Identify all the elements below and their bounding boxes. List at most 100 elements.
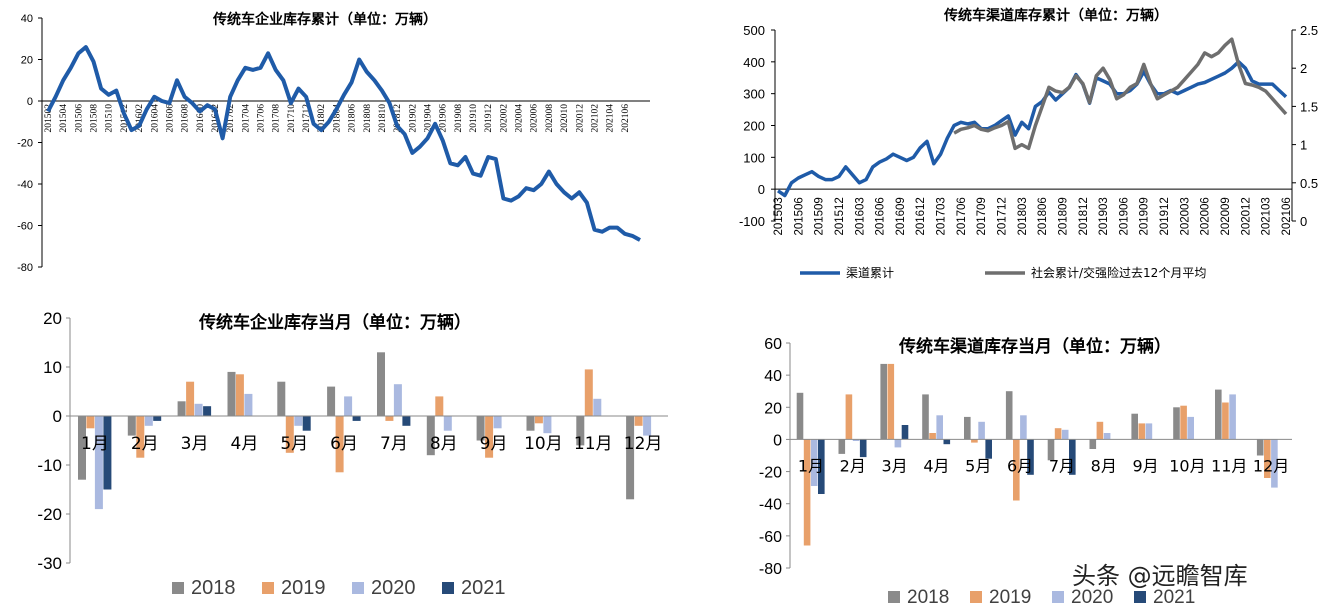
x-tick-label: 201606 xyxy=(875,197,887,235)
x-category-label: 9月 xyxy=(1132,456,1158,475)
y-tick-label: 500 xyxy=(743,23,765,38)
legend-label-2019: 2019 xyxy=(281,577,326,599)
bar-2018-6 xyxy=(1005,391,1013,440)
y-tick-label: 40 xyxy=(764,368,782,385)
bar-2018-9 xyxy=(476,416,485,441)
x-category-label: 10月 xyxy=(524,434,563,454)
bar-2018-5 xyxy=(277,381,286,416)
x-category-label: 2月 xyxy=(840,456,866,475)
x-tick-label: 201706 xyxy=(956,197,968,235)
bar-2021-4 xyxy=(943,439,951,445)
bar-2018-2 xyxy=(838,439,846,454)
x-tick-label: 201809 xyxy=(1057,197,1069,235)
bar-2021-6 xyxy=(1027,439,1034,475)
bar-2018-10 xyxy=(526,416,535,431)
x-category-label: 6月 xyxy=(1007,456,1033,475)
y-tick-label: 0 xyxy=(27,96,33,108)
x-tick-label: 201904 xyxy=(423,104,433,133)
legend-swatch-2018 xyxy=(888,591,900,603)
bar-2019-12 xyxy=(1264,439,1271,478)
x-category-label: 2月 xyxy=(131,434,159,454)
x-tick-label: 201504 xyxy=(59,104,69,133)
x-tick-label: 202009 xyxy=(1220,197,1232,235)
bar-2020-6 xyxy=(1020,415,1027,440)
bar-2020-8 xyxy=(443,416,452,431)
x-tick-label: 202012 xyxy=(575,104,585,133)
bar-2019-6 xyxy=(1013,439,1020,501)
bar-2021-7 xyxy=(402,416,411,426)
x-category-label: 8月 xyxy=(1091,456,1117,475)
x-category-label: 5月 xyxy=(965,456,991,475)
bar-2021-3 xyxy=(901,425,909,440)
bar-2019-5 xyxy=(971,439,978,443)
y-tick-label: -20 xyxy=(759,465,782,482)
y-tick-label: 100 xyxy=(743,150,765,165)
channel-monthly-chart: 传统车渠道库存当月（单位：万辆） 60 40 20 0 -20 -40 -60 -80 1月 2月… xyxy=(759,336,1292,608)
x-category-label: 8月 xyxy=(430,434,458,454)
x-tick-label: 202106 xyxy=(621,104,631,133)
y-tick-label: 400 xyxy=(743,55,765,70)
bar-2021-1 xyxy=(818,439,825,494)
bar-2019-1 xyxy=(86,416,95,429)
bar-2019-11 xyxy=(584,369,593,416)
y-tick-label: -20 xyxy=(37,505,62,524)
y-tick-label: 10 xyxy=(43,358,62,377)
x-tick-label: 201602 xyxy=(135,104,145,133)
bar-2019-1 xyxy=(803,439,811,546)
bar-2018-9 xyxy=(1131,413,1138,440)
channel-cumulative-chart: 传统车渠道库存累计（单位：万辆） 500 400 300 200 100 0 -100 2.5… xyxy=(739,7,1318,280)
y-tick-label: 0 xyxy=(53,407,62,426)
x-tick-label: 201804 xyxy=(332,104,342,133)
x-category-label: 11月 xyxy=(574,434,613,454)
x-tick-label: 201704 xyxy=(241,104,251,133)
x-tick-label: 201812 xyxy=(1078,197,1090,235)
y-tick-label: -80 xyxy=(759,561,782,578)
x-tick-label: 201806 xyxy=(348,104,358,133)
bar-2020-9 xyxy=(493,416,502,429)
bar-2018-12 xyxy=(626,416,635,500)
bar-2019-11 xyxy=(1222,402,1229,440)
y-tick-label: -40 xyxy=(17,179,33,191)
bar-2018-5 xyxy=(964,416,971,440)
x-category-label: 7月 xyxy=(1049,456,1075,475)
y2-tick-label: 2 xyxy=(1300,61,1307,76)
x-tick-label: 201910 xyxy=(469,104,479,133)
legend: 2018 2019 2020 2021 xyxy=(172,577,506,599)
x-tick-label: 201703 xyxy=(936,197,948,235)
y-tick-label: 300 xyxy=(743,87,765,102)
enterprise-cumulative-chart: 传统车企业库存累计（单位：万辆） 40 20 0 -20 -40 -60 -80 201502… xyxy=(17,11,650,274)
legend: 2018 2019 2020 2021 xyxy=(888,587,1195,608)
x-tick-label: 202103 xyxy=(1261,197,1273,235)
enterprise-monthly-chart: 传统车企业库存当月（单位：万辆） 20 10 0 -10 -20 -30 1月 2月 3月 4月 5… xyxy=(37,309,668,599)
bar-2019-6 xyxy=(335,416,344,473)
y-tick-label: -30 xyxy=(37,554,62,573)
x-tick-label: 201612 xyxy=(915,197,927,235)
bar-2021-3 xyxy=(203,406,212,416)
legend-swatch-2020 xyxy=(352,582,364,594)
x-tick-label: 201710 xyxy=(287,104,297,133)
x-tick-label: 201912 xyxy=(1159,197,1171,235)
x-category-label: 3月 xyxy=(181,434,209,454)
x-category-label: 10月 xyxy=(1169,456,1205,475)
bar-2020-11 xyxy=(593,398,602,416)
bar-2020-1 xyxy=(810,439,818,486)
bar-2021-1 xyxy=(103,416,112,490)
x-tick-label: 201903 xyxy=(1098,197,1110,235)
x-tick-label: 202010 xyxy=(560,104,570,133)
y-tick-label: 60 xyxy=(764,336,782,353)
bar-2021-2 xyxy=(153,416,162,421)
bar-2020-10 xyxy=(1187,416,1194,440)
bar-2020-10 xyxy=(543,416,552,434)
x-tick-label: 202003 xyxy=(1179,197,1191,235)
bar-2020-5 xyxy=(978,421,985,440)
x-tick-label: 201503 xyxy=(773,197,785,235)
x-category-label: 12月 xyxy=(624,434,663,454)
y2-tick-label: 0 xyxy=(1300,214,1307,229)
series-line-enterprise-cumulative xyxy=(46,45,641,242)
bar-2020-4 xyxy=(936,415,943,440)
y2-tick-label: 1.5 xyxy=(1300,99,1318,114)
legend-label-2020: 2020 xyxy=(1071,587,1113,608)
y2-tick-label: 1 xyxy=(1300,138,1307,153)
bar-2018-11 xyxy=(576,416,585,446)
bar-2018-3 xyxy=(177,401,186,416)
